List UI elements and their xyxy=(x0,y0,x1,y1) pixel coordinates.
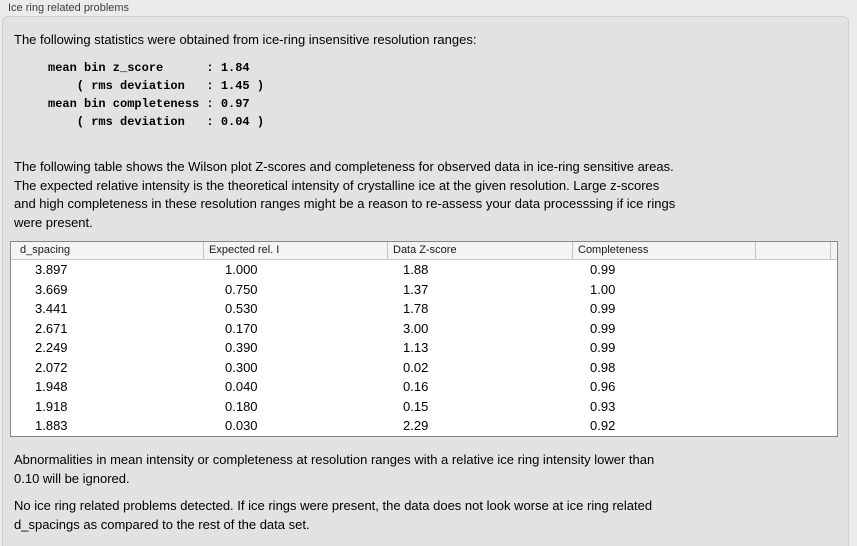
column-header-spacer xyxy=(756,242,831,259)
table-cell: 1.918 xyxy=(35,398,68,414)
table-cell: 0.93 xyxy=(590,398,616,414)
table-cell: 0.92 xyxy=(590,418,616,433)
column-header[interactable]: Data Z-score xyxy=(388,242,573,259)
table-cell: 1.13 xyxy=(403,340,429,355)
stats-block: mean bin z_score : 1.84 ( rms deviation … xyxy=(48,61,265,129)
table-cell: 1.948 xyxy=(35,379,68,394)
footnote-text: Abnormalities in mean intensity or compl… xyxy=(14,452,655,486)
table-cell: 0.530 xyxy=(225,301,258,316)
column-header[interactable]: d_spacing xyxy=(11,242,204,259)
column-header-spacer xyxy=(831,242,837,259)
table-row[interactable]: 3.897 1.000 1.88 0.99 xyxy=(11,260,837,280)
table-cell: 1.78 xyxy=(403,301,429,316)
column-header[interactable]: Completeness xyxy=(573,242,756,259)
table-cell: 0.390 xyxy=(225,340,258,355)
column-header[interactable]: Expected rel. I xyxy=(204,242,388,259)
table-cell: 0.98 xyxy=(590,359,616,375)
table-cell: 0.15 xyxy=(403,398,429,414)
table-cell: 0.750 xyxy=(225,281,258,297)
table-cell: 0.99 xyxy=(590,340,616,355)
table-body: 3.897 1.000 1.88 0.99 3.669 0.750 1.37 1.00 3.44… xyxy=(11,260,837,436)
ice-ring-table: d_spacing Expected rel. I Data Z-score Comp… xyxy=(10,241,838,437)
table-cell: 0.99 xyxy=(590,262,616,277)
table-header: d_spacing Expected rel. I Data Z-score Comp… xyxy=(11,242,837,260)
table-cell: 3.669 xyxy=(35,281,68,297)
table-cell: 1.00 xyxy=(590,281,616,297)
table-row[interactable]: 1.918 0.180 0.15 0.93 xyxy=(11,396,837,416)
table-row[interactable]: 3.441 0.530 1.78 0.99 xyxy=(11,299,837,319)
table-cell: 3.00 xyxy=(403,320,429,336)
ice-ring-panel: The following statistics were obtained f… xyxy=(2,16,849,546)
table-cell: 1.000 xyxy=(225,262,258,277)
table-cell: 0.99 xyxy=(590,301,616,316)
table-cell: 0.180 xyxy=(225,398,258,414)
table-cell: 0.040 xyxy=(225,379,258,394)
conclusion-text: No ice ring related problems detected. I… xyxy=(14,498,653,532)
table-cell: 1.37 xyxy=(403,281,429,297)
table-cell: 2.671 xyxy=(35,320,68,336)
table-row[interactable]: 1.948 0.040 0.16 0.96 xyxy=(11,377,837,397)
table-cell: 1.883 xyxy=(35,418,68,433)
table-cell: 0.99 xyxy=(590,320,616,336)
table-cell: 0.170 xyxy=(225,320,258,336)
group-box-title: Ice ring related problems xyxy=(8,2,130,14)
table-cell: 2.072 xyxy=(35,359,68,375)
table-row[interactable]: 2.249 0.390 1.13 0.99 xyxy=(11,338,837,358)
table-cell: 0.16 xyxy=(403,379,429,394)
intro-text: The following statistics were obtained f… xyxy=(14,32,477,47)
table-cell: 3.441 xyxy=(35,301,68,316)
table-description: The following table shows the Wilson plo… xyxy=(14,159,676,230)
table-cell: 0.300 xyxy=(225,359,258,375)
table-cell: 2.249 xyxy=(35,340,68,355)
table-cell: 3.897 xyxy=(35,262,68,277)
table-cell: 0.96 xyxy=(590,379,616,394)
table-cell: 0.02 xyxy=(403,359,429,375)
table-cell: 1.88 xyxy=(403,262,429,277)
table-cell: 2.29 xyxy=(403,418,429,433)
table-cell: 0.030 xyxy=(225,418,258,433)
table-row[interactable]: 3.669 0.750 1.37 1.00 xyxy=(11,279,837,299)
table-row[interactable]: 2.671 0.170 3.00 0.99 xyxy=(11,318,837,338)
table-row[interactable]: 1.883 0.030 2.29 0.92 xyxy=(11,416,837,436)
table-row[interactable]: 2.072 0.300 0.02 0.98 xyxy=(11,357,837,377)
